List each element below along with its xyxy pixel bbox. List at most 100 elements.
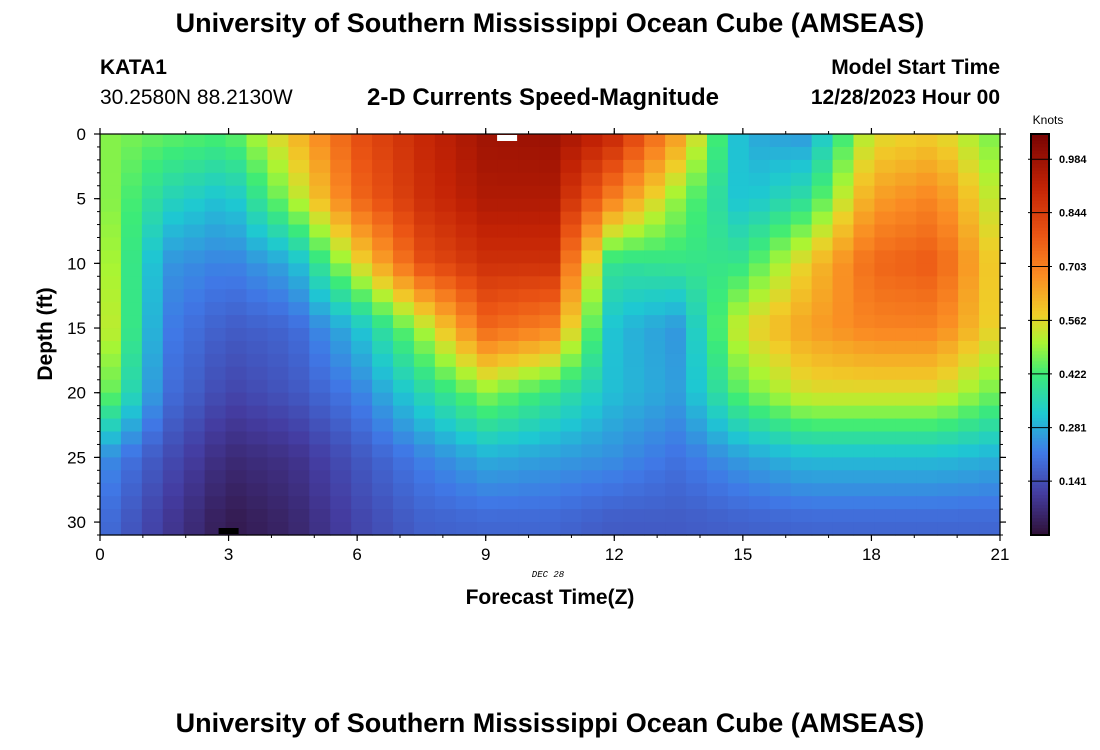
- heatmap-cell: [874, 457, 896, 471]
- heatmap-cell: [665, 172, 687, 187]
- colorbar-tick-label: 0.984: [1059, 154, 1087, 166]
- heatmap-cell: [100, 237, 122, 252]
- colorbar-segment: [1031, 474, 1049, 479]
- heatmap-cell: [602, 496, 624, 510]
- heatmap-cell: [853, 340, 876, 355]
- heatmap-cell: [100, 134, 122, 148]
- heatmap-cell: [246, 431, 269, 446]
- heatmap-cell: [351, 353, 373, 368]
- heatmap-cell: [623, 522, 645, 536]
- heatmap-cell: [434, 509, 457, 523]
- colorbar-segment: [1031, 414, 1049, 419]
- heatmap-cell: [413, 159, 436, 174]
- heatmap-cell: [246, 315, 269, 329]
- heatmap-cell: [769, 340, 792, 355]
- colorbar-segment: [1031, 134, 1049, 138]
- heatmap-cell: [162, 431, 185, 446]
- heatmap-cell: [330, 340, 352, 355]
- heatmap-cell: [288, 496, 310, 510]
- heatmap-cell: [267, 353, 289, 368]
- heatmap-cell: [372, 224, 394, 239]
- heatmap-cell: [958, 185, 980, 200]
- heatmap-cell: [560, 159, 582, 174]
- heatmap-cell: [832, 134, 855, 148]
- heatmap-cell: [958, 289, 980, 303]
- heatmap-cell: [748, 353, 771, 368]
- heatmap-cell: [916, 340, 938, 355]
- heatmap-cell: [330, 276, 352, 290]
- heatmap-cell: [644, 328, 666, 342]
- heatmap-cell: [351, 522, 373, 536]
- heatmap-cell: [351, 302, 373, 316]
- heatmap-cell: [246, 263, 269, 277]
- heatmap-cell: [979, 353, 1001, 368]
- colorbar-segment: [1031, 424, 1049, 429]
- heatmap-cell: [979, 444, 1001, 458]
- heatmap-cell: [560, 146, 582, 161]
- heatmap-cell: [979, 289, 1001, 303]
- heatmap-cell: [393, 134, 415, 148]
- heatmap-cell: [560, 211, 582, 226]
- heatmap-cell: [581, 328, 603, 342]
- heatmap-cell: [141, 405, 164, 420]
- colorbar-segment: [1031, 341, 1049, 346]
- heatmap-cell: [246, 379, 269, 394]
- heatmap-cell: [162, 405, 185, 420]
- heatmap-cell: [413, 340, 436, 355]
- y-tick-label: 0: [77, 125, 86, 144]
- heatmap-cell: [916, 431, 938, 446]
- heatmap-cell: [560, 379, 582, 394]
- heatmap-cell: [686, 211, 708, 226]
- heatmap-cell: [309, 250, 331, 264]
- heatmap-cell: [790, 444, 813, 458]
- heatmap-cell: [393, 159, 415, 174]
- heatmap-cell: [372, 276, 394, 290]
- heatmap-cell: [560, 198, 582, 213]
- heatmap-cell: [853, 522, 876, 536]
- heatmap-cell: [246, 328, 269, 342]
- colorbar-segment: [1031, 441, 1049, 446]
- heatmap-cell: [665, 366, 687, 381]
- heatmap-cell: [246, 340, 269, 355]
- heatmap-cell: [832, 496, 855, 510]
- heatmap-cell: [665, 159, 687, 174]
- colorbar-segment: [1031, 244, 1049, 249]
- heatmap-cell: [686, 276, 708, 290]
- heatmap-cell: [832, 250, 855, 264]
- heatmap-cell: [455, 418, 478, 433]
- heatmap-cell: [874, 328, 896, 342]
- heatmap-cell: [225, 483, 248, 497]
- heatmap-cell: [267, 496, 289, 510]
- heatmap-cell: [895, 315, 917, 329]
- heatmap-cell: [686, 198, 708, 213]
- heatmap-cell: [309, 483, 331, 497]
- heatmap-cell: [413, 302, 436, 316]
- heatmap-cell: [225, 392, 248, 407]
- heatmap-cell: [706, 431, 729, 446]
- colorbar-segment: [1031, 337, 1049, 342]
- heatmap-cell: [434, 366, 457, 381]
- heatmap-cell: [874, 250, 896, 264]
- heatmap-cell: [748, 483, 771, 497]
- heatmap-cell: [120, 470, 143, 484]
- heatmap-cell: [874, 405, 896, 420]
- heatmap-cell: [958, 431, 980, 446]
- heatmap-cell: [309, 392, 331, 407]
- colorbar-segment: [1031, 284, 1049, 289]
- heatmap-cell: [853, 276, 876, 290]
- heatmap-cell: [706, 509, 729, 523]
- heatmap-cell: [811, 146, 834, 161]
- heatmap-cell: [204, 470, 227, 484]
- heatmap-cell: [476, 470, 499, 484]
- heatmap-cell: [120, 159, 143, 174]
- heatmap-cell: [623, 146, 645, 161]
- colorbar-segment: [1031, 468, 1049, 473]
- heatmap-cell: [560, 431, 582, 446]
- heatmap-cell: [518, 470, 541, 484]
- heatmap-cell: [832, 315, 855, 329]
- heatmap-cell: [958, 237, 980, 252]
- heatmap-cell: [267, 366, 289, 381]
- heatmap-cell: [288, 289, 310, 303]
- heatmap-cell: [120, 289, 143, 303]
- heatmap-cell: [811, 444, 834, 458]
